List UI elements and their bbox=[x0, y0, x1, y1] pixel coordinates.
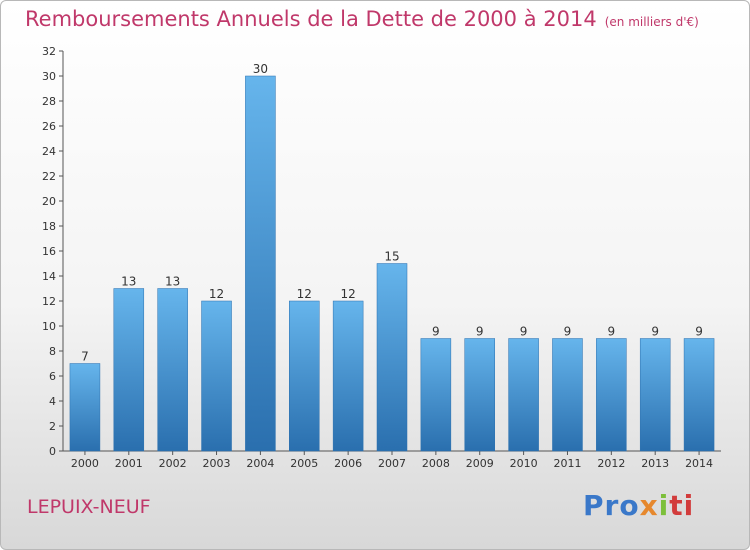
y-tick-label: 0 bbox=[49, 445, 56, 458]
y-tick-label: 24 bbox=[42, 145, 56, 158]
chart-unit-note: (en milliers d'€) bbox=[604, 15, 699, 29]
x-tick-label: 2003 bbox=[203, 457, 231, 470]
bar-value-label: 9 bbox=[432, 325, 440, 339]
y-tick-label: 16 bbox=[42, 245, 56, 258]
x-tick-label: 2012 bbox=[597, 457, 625, 470]
bar bbox=[552, 338, 583, 452]
logo-part-1: Pro bbox=[583, 489, 640, 522]
logo-part-4: ti bbox=[669, 489, 695, 522]
chart-title: Remboursements Annuels de la Dette de 20… bbox=[25, 7, 699, 31]
x-tick-label: 2011 bbox=[553, 457, 581, 470]
proxiti-logo[interactable]: Proxiti bbox=[583, 489, 694, 522]
y-tick-label: 22 bbox=[42, 170, 56, 183]
y-tick-label: 26 bbox=[42, 120, 56, 133]
bar bbox=[376, 263, 408, 452]
x-tick-label: 2014 bbox=[685, 457, 713, 470]
x-tick-label: 2009 bbox=[466, 457, 494, 470]
y-tick-label: 14 bbox=[42, 270, 56, 283]
bar bbox=[420, 338, 452, 452]
y-tick-label: 2 bbox=[49, 420, 56, 433]
bar bbox=[683, 338, 715, 452]
bar-value-label: 13 bbox=[165, 275, 180, 289]
chart-title-main: Remboursements Annuels de la Dette de 20… bbox=[25, 7, 597, 31]
bar bbox=[332, 300, 364, 452]
logo-part-2: x bbox=[639, 489, 659, 522]
bar bbox=[245, 75, 276, 452]
bar-value-label: 12 bbox=[209, 287, 224, 301]
y-tick-label: 30 bbox=[42, 70, 56, 83]
bar bbox=[464, 338, 495, 452]
x-tick-label: 2000 bbox=[71, 457, 99, 470]
bar bbox=[596, 338, 627, 452]
bar-value-label: 30 bbox=[253, 62, 268, 76]
bar-value-label: 12 bbox=[340, 287, 355, 301]
y-tick-label: 12 bbox=[42, 295, 56, 308]
chart-bars bbox=[69, 75, 715, 452]
x-tick-label: 2008 bbox=[422, 457, 450, 470]
y-tick-label: 20 bbox=[42, 195, 56, 208]
y-tick-label: 4 bbox=[49, 395, 56, 408]
bar-value-label: 7 bbox=[81, 350, 89, 364]
y-tick-label: 6 bbox=[49, 370, 56, 383]
y-tick-label: 10 bbox=[42, 320, 56, 333]
chart-labels: 7 2000 13 2001 13 2002 12 2003 30 2004 12 2005 12 200… bbox=[71, 62, 713, 470]
y-tick-label: 28 bbox=[42, 95, 56, 108]
bar bbox=[508, 338, 539, 452]
bar-value-label: 12 bbox=[297, 287, 312, 301]
bar-value-label: 15 bbox=[384, 250, 399, 264]
x-tick-label: 2002 bbox=[159, 457, 187, 470]
bar-value-label: 9 bbox=[608, 325, 616, 339]
bar bbox=[69, 363, 101, 452]
x-tick-label: 2013 bbox=[641, 457, 669, 470]
bar bbox=[157, 288, 188, 452]
y-tick-label: 18 bbox=[42, 220, 56, 233]
bar bbox=[639, 338, 671, 452]
x-tick-label: 2010 bbox=[510, 457, 538, 470]
x-tick-label: 2005 bbox=[290, 457, 318, 470]
bar-value-label: 9 bbox=[476, 325, 484, 339]
y-tick-label: 8 bbox=[49, 345, 56, 358]
bar bbox=[289, 300, 320, 452]
bar-value-label: 13 bbox=[121, 275, 136, 289]
y-tick-label: 32 bbox=[42, 45, 56, 58]
x-tick-label: 2001 bbox=[115, 457, 143, 470]
bar-value-label: 9 bbox=[520, 325, 528, 339]
logo-part-3: i bbox=[658, 489, 670, 522]
bar-value-label: 9 bbox=[651, 325, 659, 339]
bar bbox=[201, 300, 232, 452]
bar-value-label: 9 bbox=[695, 325, 703, 339]
x-tick-label: 2004 bbox=[246, 457, 274, 470]
bar bbox=[113, 288, 145, 452]
location-name: LEPUIX-NEUF bbox=[27, 496, 151, 518]
x-tick-label: 2006 bbox=[334, 457, 362, 470]
x-tick-label: 2007 bbox=[378, 457, 406, 470]
bar-value-label: 9 bbox=[564, 325, 572, 339]
